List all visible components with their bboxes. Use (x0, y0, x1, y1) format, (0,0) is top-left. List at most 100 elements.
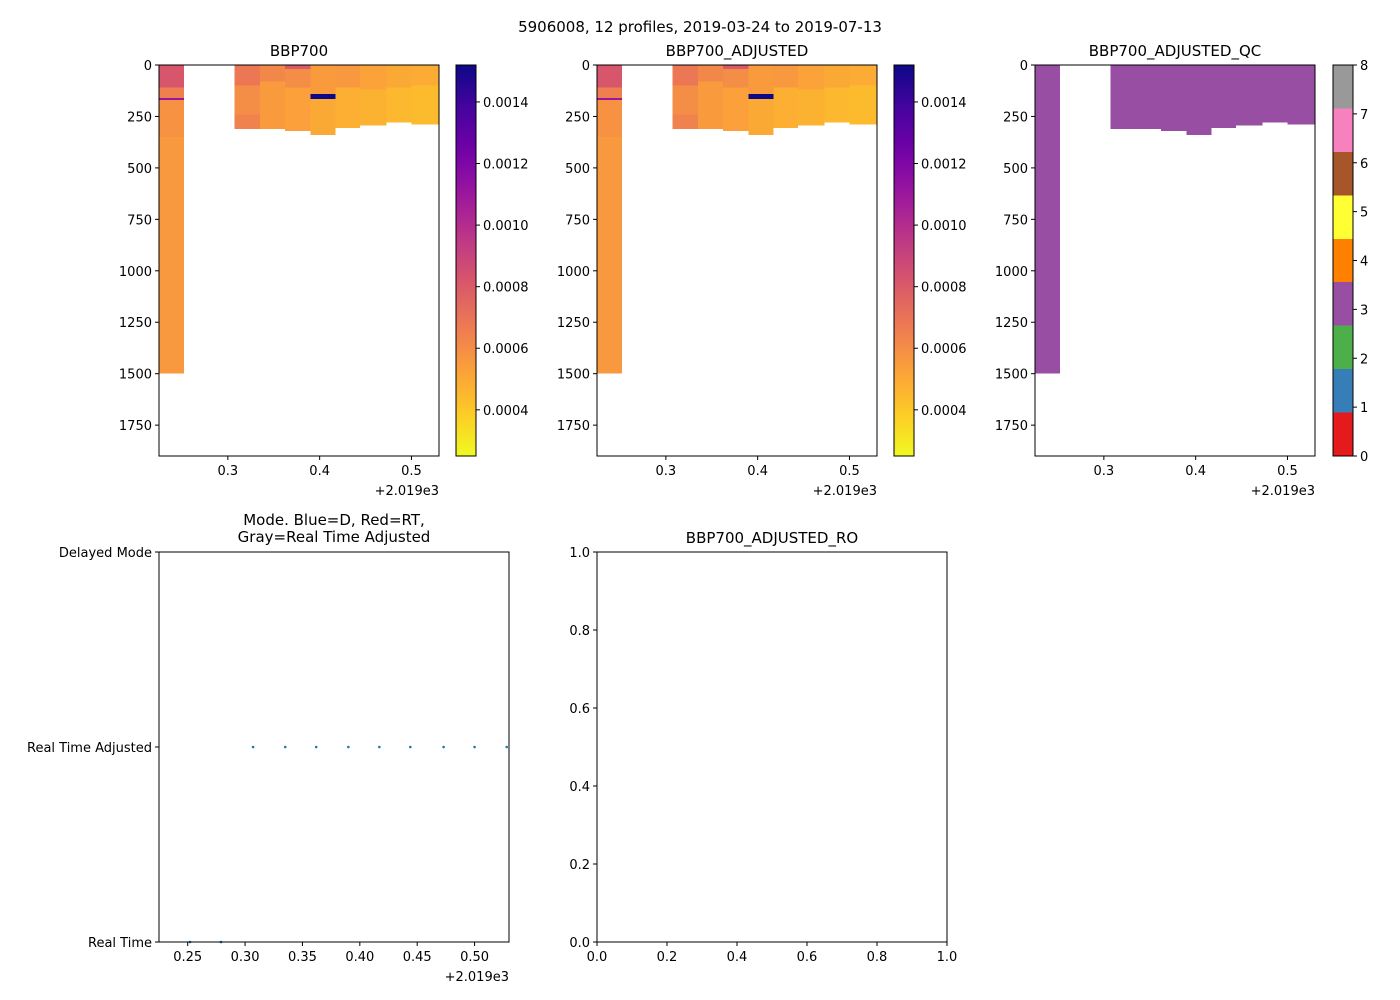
heatmap-cell (310, 65, 336, 94)
x-offset-label: +2.019e3 (375, 484, 439, 499)
x-offset-label: +2.019e3 (445, 970, 509, 985)
colorbar-frame (893, 64, 915, 457)
colorbar-class-swatch (1333, 108, 1353, 152)
x-tick-label: 0.3 (1094, 464, 1115, 479)
y-tick-label: 1500 (995, 368, 1028, 383)
heatmap-cell (722, 87, 749, 131)
y-tick-label: Real Time (88, 936, 152, 951)
heatmap-cell (824, 65, 850, 88)
colorbar-class-swatch (1333, 238, 1353, 283)
x-tick-label: 0.40 (345, 950, 374, 965)
chart-bbp700: 0.0004 0.0006 0.0008 0.0010 0.0012 0.0014 0.3 0… (119, 42, 529, 499)
scatter-point (409, 745, 412, 749)
y-tick-label: 500 (127, 162, 152, 177)
chart-mode: 0.25 0.30 0.35 0.40 0.45 0.50 Real Time Real Ti… (27, 511, 510, 985)
heatmap-cell (310, 93, 336, 99)
colorbar-bbp700: 0.0004 0.0006 0.0008 0.0010 0.0012 0.0014 (455, 64, 529, 457)
heatmap-cell (798, 89, 825, 126)
colorbar-gradient (456, 65, 476, 456)
y-tick-label: 750 (1003, 213, 1028, 228)
heatmap-cell (1287, 65, 1315, 125)
heatmap-cell (748, 65, 774, 94)
heatmap-cell (722, 65, 749, 70)
heatmap-cell (1035, 65, 1060, 374)
x-tick-label: 0.5 (839, 464, 860, 479)
colorbar-tick-label: 0.0004 (483, 404, 529, 419)
axes-frame (596, 551, 948, 943)
y-tick-label: 0 (144, 59, 152, 74)
colorbar-tick-label: 0 (1360, 450, 1368, 465)
colorbar-tick-label: 5 (1360, 206, 1368, 221)
scatter-point (378, 745, 381, 749)
heatmap-cell (159, 137, 184, 374)
heatmap-cell (360, 65, 387, 90)
axes-frame (158, 551, 510, 943)
y-tick-label: 500 (565, 162, 590, 177)
y-tick-label: 1750 (995, 419, 1028, 434)
heatmap-cell (310, 98, 336, 135)
x-tick-label: 0.0 (587, 950, 608, 965)
x-tick-label: 1.0 (937, 950, 958, 965)
heatmap-cell (335, 87, 361, 128)
heatmap-cell (697, 81, 723, 129)
colorbar-tick-label: 0.0008 (921, 281, 967, 296)
y-tick-label: 0.6 (569, 702, 590, 717)
figure-suptitle: 5906008, 12 profiles, 2019-03-24 to 2019… (518, 18, 882, 36)
colorbar-class-swatch (1333, 325, 1353, 370)
colorbar-tick-label: 7 (1360, 108, 1368, 123)
y-tick-label: 750 (565, 213, 590, 228)
axes-title: Mode. Blue=D, Red=RT, (243, 511, 425, 529)
chart-bbp700_adjusted: 0.0004 0.0006 0.0008 0.0010 0.0012 0.0014 0.3 0… (557, 42, 967, 499)
colorbar-tick-label: 2 (1360, 352, 1368, 367)
heatmap-cell (386, 65, 412, 88)
y-tick-label: 1000 (557, 265, 590, 280)
x-tick-label: 0.4 (727, 950, 748, 965)
scatter-point (505, 745, 509, 749)
heatmap-cell (335, 65, 361, 88)
y-tick-label: 0 (1020, 59, 1028, 74)
heatmap-cell (849, 85, 877, 125)
colorbar-class-swatch (1333, 282, 1353, 326)
heatmap-cell (360, 89, 387, 126)
x-tick-label: 0.4 (309, 464, 330, 479)
heatmap-cell (234, 85, 260, 115)
heatmap-cell (1262, 65, 1288, 123)
colorbar-class-swatch (1333, 195, 1353, 239)
x-tick-label: 0.5 (1277, 464, 1298, 479)
y-tick-label: 1500 (119, 368, 152, 383)
axes-title: BBP700_ADJUSTED (666, 42, 809, 61)
x-tick-label: 0.50 (460, 950, 489, 965)
colorbar-tick-label: 0.0006 (483, 342, 529, 357)
colorbar-tick-label: 0.0006 (921, 342, 967, 357)
x-tick-label: 0.4 (1185, 464, 1206, 479)
x-tick-label: 0.35 (288, 950, 317, 965)
scatter-point (442, 745, 445, 749)
heatmap-cell (773, 87, 799, 128)
colorbar-tick-label: 1 (1360, 401, 1368, 416)
colorbar-tick-label: 3 (1360, 303, 1368, 318)
chart-bbp700_adjusted_qc: 0 1 2 3 4 5 6 7 8 0.3 0.4 0.5 0 250 500 750 1000 1250 1500… (995, 42, 1368, 499)
colorbar-tick-label: 0.0004 (921, 404, 967, 419)
colorbar-tick-label: 0.0014 (921, 96, 967, 111)
heatmap-cell (284, 65, 311, 70)
y-tick-label: 0.2 (569, 858, 590, 873)
axes-title: Gray=Real Time Adjusted (238, 528, 431, 546)
heatmap-cell (259, 81, 285, 129)
colorbar-class-swatch (1333, 65, 1353, 109)
x-tick-label: 0.4 (747, 464, 768, 479)
axes-frame (158, 64, 440, 457)
heatmap-cell (159, 97, 184, 100)
heatmap-cell (773, 65, 799, 88)
colorbar-bbp700_adjusted_qc: 0 1 2 3 4 5 6 7 8 (1332, 59, 1368, 465)
heatmap-cell (597, 97, 622, 100)
colorbar-tick-label: 0.0014 (483, 96, 529, 111)
heatmap-cell (284, 87, 311, 131)
heatmap-cell (748, 98, 774, 135)
heatmap-cell (1160, 65, 1187, 131)
heatmap-cell (722, 69, 749, 88)
heatmap-cell (411, 65, 439, 86)
heatmap-cell (411, 85, 439, 125)
axes-title: BBP700 (270, 42, 328, 60)
y-tick-label: 0.0 (569, 936, 590, 951)
colorbar-frame (455, 64, 477, 457)
